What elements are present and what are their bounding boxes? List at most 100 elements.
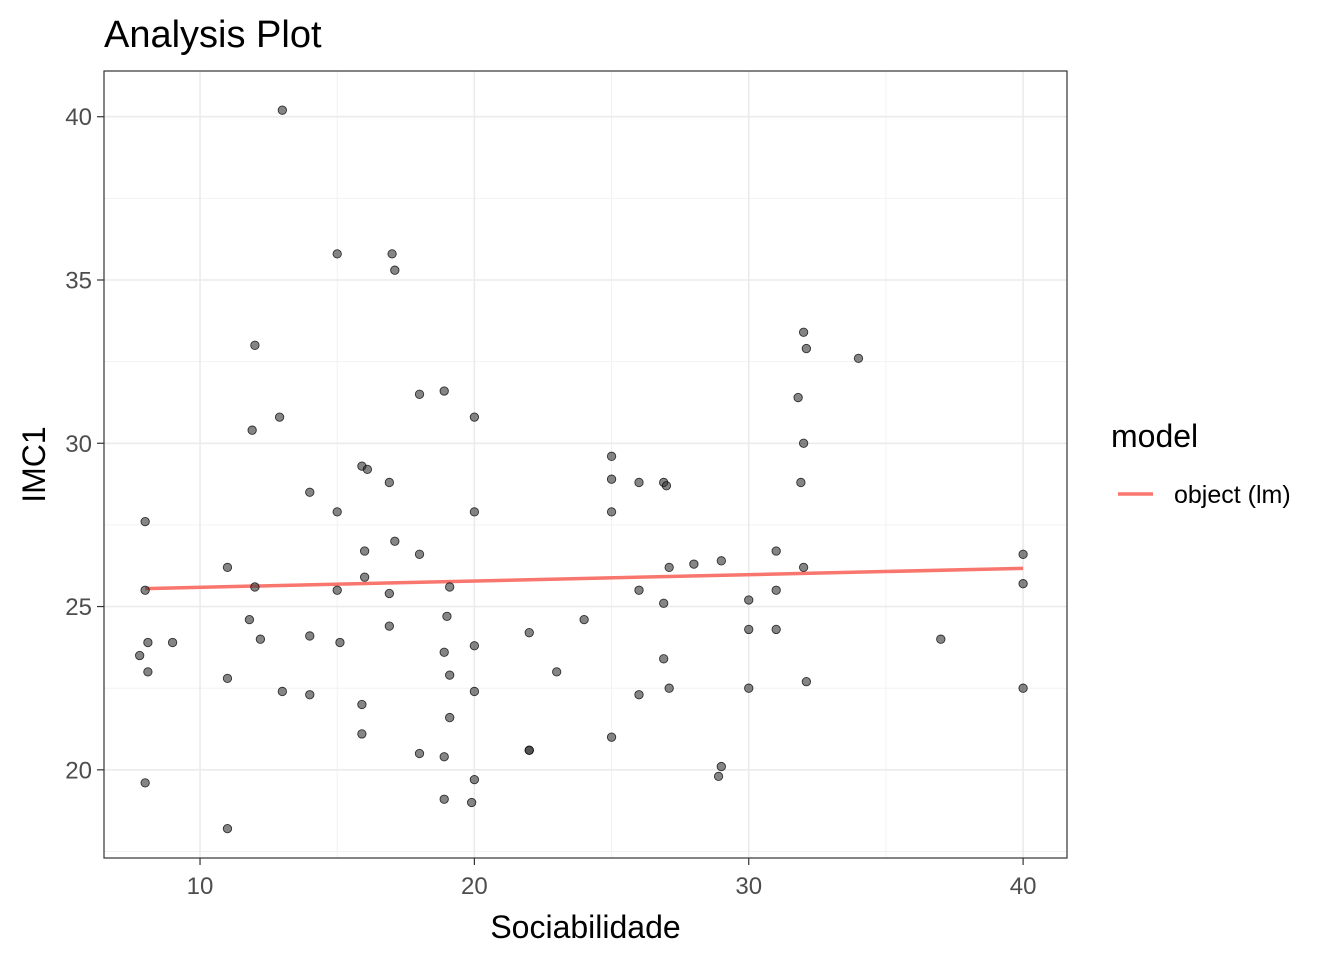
scatter-point	[606, 451, 617, 461]
scatter-point	[143, 637, 153, 648]
scatter-point	[332, 249, 342, 259]
scatter-point	[140, 516, 150, 527]
scatter-point	[359, 546, 370, 556]
scatter-point	[255, 634, 266, 644]
scatter-point	[305, 690, 315, 700]
x-tick-label: 10	[187, 873, 214, 900]
scatter-point	[469, 641, 480, 651]
scatter-point	[606, 474, 617, 484]
fit-lines	[145, 566, 1024, 591]
scatter-point	[332, 585, 342, 595]
y-tick-label: 25	[65, 594, 92, 621]
y-tick-label: 40	[65, 104, 92, 131]
scatter-point	[274, 412, 285, 422]
scatter-point	[689, 559, 699, 569]
scatter-point	[664, 562, 674, 573]
x-tick-label: 30	[735, 873, 762, 900]
chart-title: Analysis Plot	[104, 14, 322, 56]
scatter-point	[335, 637, 345, 648]
scatter-point	[659, 654, 669, 664]
gridlines	[104, 71, 1067, 858]
axes: 10 20 30 40 20 25 30 35 40	[65, 104, 1036, 900]
regression-line	[145, 566, 1024, 591]
scatter-point	[384, 588, 394, 599]
scatter-point	[798, 562, 809, 573]
scatter-point	[798, 327, 809, 337]
scatter-point	[414, 389, 425, 399]
scatter-point	[1018, 549, 1028, 559]
scatter-point	[634, 477, 644, 488]
scatter-point	[357, 729, 367, 739]
scatter-point	[439, 647, 449, 657]
y-tick-label: 30	[65, 431, 92, 458]
legend-label: object (lm)	[1174, 481, 1291, 509]
scatter-point	[244, 614, 255, 625]
scatter-point	[936, 634, 946, 644]
scatter-point	[445, 670, 455, 680]
scatter-point	[390, 265, 400, 275]
scatter-point	[1018, 579, 1028, 589]
scatter-point	[606, 507, 617, 517]
scatter-point	[744, 624, 754, 635]
scatter-point	[387, 249, 397, 259]
scatter-point	[793, 392, 803, 403]
scatter-point	[661, 481, 672, 491]
scatter-point	[357, 699, 367, 710]
x-tick-label: 40	[1010, 873, 1037, 900]
x-axis-title: Sociabilidade	[490, 909, 680, 945]
scatter-point	[634, 585, 644, 595]
scatter-point	[744, 595, 754, 605]
scatter-point	[439, 794, 449, 804]
y-tick-label: 35	[65, 267, 92, 294]
scatter-point	[250, 582, 260, 592]
scatter-point	[140, 778, 150, 788]
scatter-point	[606, 732, 617, 742]
scatter-point	[222, 673, 233, 684]
scatter-point	[167, 637, 178, 648]
scatter-point	[143, 667, 153, 677]
scatter-point	[716, 556, 726, 566]
scatter-point	[552, 667, 562, 677]
scatter-point	[332, 507, 342, 517]
scatter-point	[579, 614, 589, 625]
scatter-point	[390, 536, 400, 546]
scatter-point	[414, 748, 425, 759]
scatter-point	[469, 412, 480, 422]
scatter-point	[384, 477, 394, 488]
scatter-point	[469, 507, 480, 517]
scatter-point	[277, 686, 287, 697]
scatter-point	[664, 683, 674, 693]
scatter-point	[359, 572, 370, 582]
scatter-point	[744, 683, 754, 693]
scatter-point	[445, 582, 455, 592]
scatter-point	[634, 690, 644, 700]
scatter-point	[362, 464, 373, 475]
scatter-point	[798, 438, 809, 448]
scatter-point	[442, 611, 452, 621]
scatter-point	[771, 624, 781, 635]
scatter-point	[716, 761, 726, 772]
legend-title: model	[1111, 418, 1198, 454]
scatter-point	[796, 477, 806, 488]
scatter-point	[414, 549, 425, 559]
scatter-point	[853, 353, 864, 364]
scatter-point	[466, 797, 477, 808]
scatter-point	[140, 585, 150, 595]
x-tick-label: 20	[461, 873, 488, 900]
scatter-point	[222, 562, 233, 573]
scatter-point	[222, 823, 233, 834]
panel-border	[103, 70, 1068, 859]
scatter-point	[713, 771, 724, 782]
scatter-point	[135, 650, 145, 661]
scatter-point	[469, 774, 480, 785]
scatter-point	[305, 631, 315, 641]
scatter-point	[384, 621, 394, 631]
scatter-point	[801, 677, 812, 687]
scatter-point	[771, 546, 781, 556]
scatter-point	[439, 386, 449, 396]
scatter-points	[135, 105, 1028, 834]
scatter-point	[771, 585, 781, 595]
legend: model object (lm)	[1111, 418, 1291, 509]
scatter-point	[524, 745, 534, 755]
